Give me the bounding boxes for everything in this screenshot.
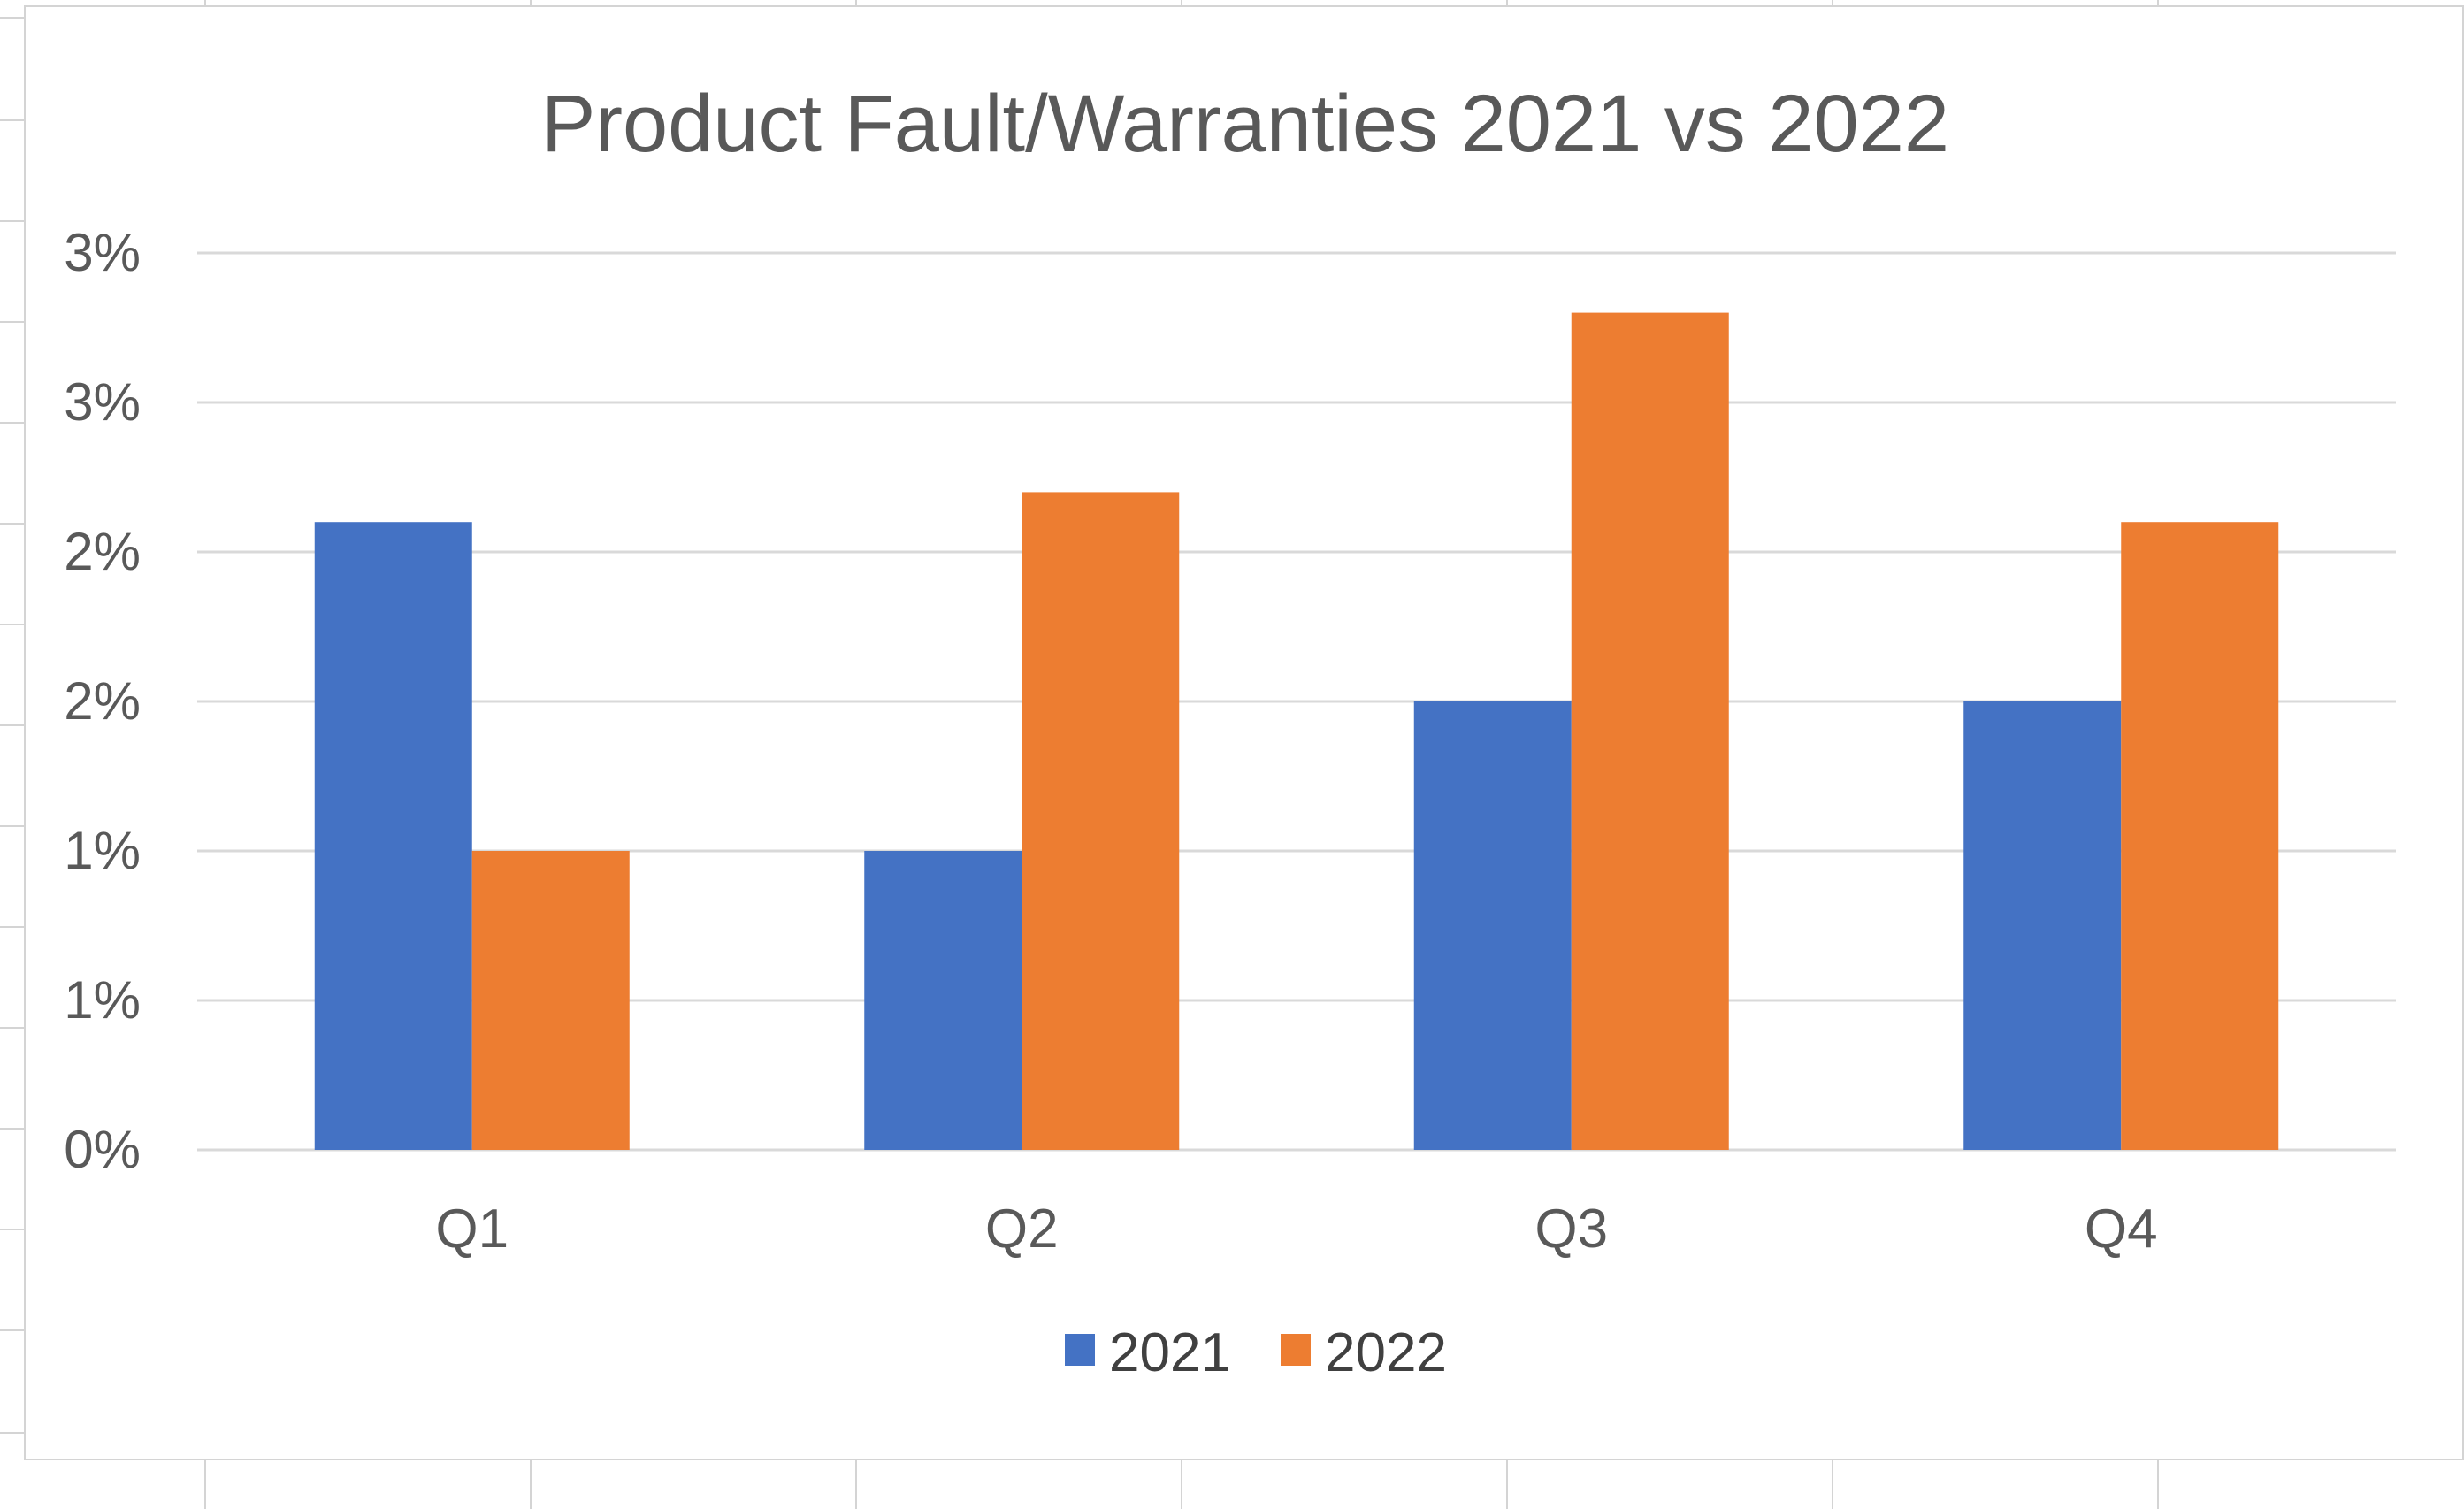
y-tick-label: 1% bbox=[64, 821, 141, 880]
bar-chart: Product Fault/Warranties 2021 vs 2022 0%… bbox=[64, 79, 2396, 1383]
legend-swatch-2021 bbox=[1065, 1334, 1095, 1366]
legend-label-2021: 2021 bbox=[1109, 1322, 1231, 1383]
y-tick-label: 0% bbox=[64, 1120, 141, 1179]
chart-title: Product Fault/Warranties 2021 vs 2022 bbox=[541, 79, 1949, 169]
y-tick-label: 2% bbox=[64, 522, 141, 581]
bar-2021-Q4 bbox=[1963, 701, 2122, 1150]
x-tick-label: Q1 bbox=[435, 1199, 509, 1260]
legend-swatch-2022 bbox=[1281, 1334, 1311, 1366]
legend-label-2022: 2022 bbox=[1325, 1322, 1447, 1383]
bar-2021-Q3 bbox=[1413, 701, 1572, 1150]
bar-2022-Q3 bbox=[1571, 312, 1729, 1151]
x-tick-label: Q2 bbox=[985, 1199, 1059, 1260]
x-axis-labels: Q1 Q2 Q3 Q4 bbox=[435, 1199, 2157, 1260]
bars-group bbox=[314, 312, 2279, 1151]
y-tick-label: 3% bbox=[64, 372, 141, 432]
bar-2022-Q1 bbox=[471, 851, 630, 1150]
bar-2021-Q2 bbox=[864, 851, 1022, 1150]
y-axis-labels: 0% 1% 1% 2% 2% 3% 3% bbox=[64, 223, 141, 1179]
legend: 2021 2022 bbox=[1065, 1322, 1447, 1383]
y-tick-label: 2% bbox=[64, 671, 141, 731]
x-tick-label: Q3 bbox=[1534, 1199, 1608, 1260]
x-tick-label: Q4 bbox=[2085, 1199, 2158, 1260]
y-tick-label: 1% bbox=[64, 970, 141, 1030]
y-tick-label: 3% bbox=[64, 223, 141, 282]
bar-2022-Q2 bbox=[1022, 492, 1180, 1150]
bar-2022-Q4 bbox=[2121, 522, 2279, 1150]
chart-area[interactable]: Product Fault/Warranties 2021 vs 2022 0%… bbox=[24, 5, 2464, 1460]
bar-2021-Q1 bbox=[314, 522, 472, 1150]
